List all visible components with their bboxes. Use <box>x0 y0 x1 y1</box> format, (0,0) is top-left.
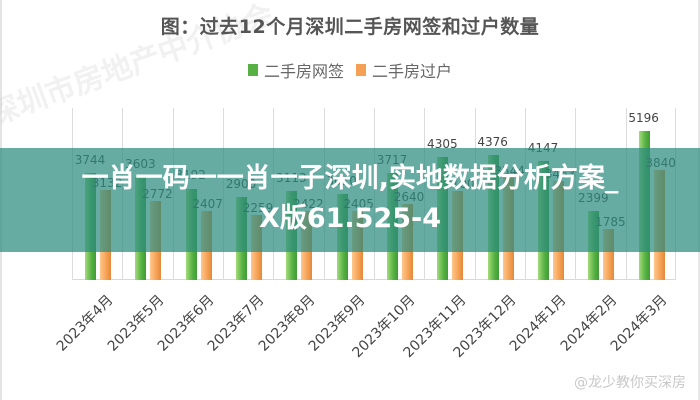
data-label: 4305 <box>427 136 458 151</box>
banner-line-1: 一肖一码一一肖一子深圳,实地数据分析方案_ <box>81 163 619 194</box>
bar-transfer <box>603 228 615 280</box>
chart-legend: 二手房网签 二手房过户 <box>0 58 700 82</box>
weibo-watermark: @龙少教你买深房 <box>574 375 686 391</box>
legend-label: 二手房过户 <box>372 62 453 81</box>
legend-label: 二手房网签 <box>263 62 344 81</box>
legend-swatch-orange-icon <box>356 64 366 76</box>
data-label: 5196 <box>628 111 659 126</box>
banner-line-2: X版61.525-4 <box>259 203 441 234</box>
legend-item-signed: 二手房网签 <box>247 58 344 82</box>
legend-swatch-green-icon <box>247 64 258 76</box>
legend-item-transfer: 二手房过户 <box>356 58 452 82</box>
overlay-banner: 一肖一码一一肖一子深圳,实地数据分析方案_ X版61.525-4 <box>0 148 700 252</box>
chart-title: 图：过去12个月深圳二手房网签和过户数量 <box>160 16 540 38</box>
data-label: 4376 <box>477 134 508 149</box>
